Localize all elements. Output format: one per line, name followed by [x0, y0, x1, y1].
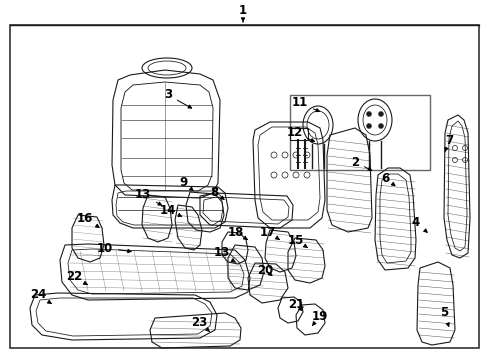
Text: 15: 15: [287, 234, 306, 248]
Text: 5: 5: [439, 306, 448, 326]
Bar: [10, 25, 478, 348]
Text: 8: 8: [209, 185, 224, 199]
Text: 4: 4: [411, 216, 427, 232]
Circle shape: [378, 123, 383, 129]
Text: 22: 22: [66, 270, 87, 285]
Text: 23: 23: [190, 315, 209, 332]
Text: 7: 7: [444, 134, 452, 152]
Circle shape: [366, 123, 371, 129]
Text: 6: 6: [380, 171, 394, 186]
Text: 2: 2: [350, 156, 371, 170]
Text: 12: 12: [286, 126, 314, 141]
Bar: [289, 95, 429, 170]
Text: 19: 19: [311, 310, 327, 325]
Circle shape: [378, 112, 383, 117]
Text: 20: 20: [256, 264, 273, 276]
Text: 13: 13: [135, 189, 161, 205]
Text: 14: 14: [160, 203, 182, 216]
Text: 13: 13: [213, 247, 235, 262]
Text: 1: 1: [239, 4, 246, 22]
Text: 16: 16: [77, 211, 99, 228]
Text: 24: 24: [30, 288, 51, 303]
Circle shape: [366, 112, 371, 117]
Text: 9: 9: [179, 175, 193, 190]
Text: 17: 17: [259, 225, 279, 239]
Text: 21: 21: [287, 298, 304, 311]
Text: 10: 10: [97, 242, 131, 255]
Text: 18: 18: [227, 225, 247, 239]
Bar: [289, 128, 307, 140]
Text: 3: 3: [163, 89, 191, 108]
Text: 11: 11: [291, 96, 319, 112]
